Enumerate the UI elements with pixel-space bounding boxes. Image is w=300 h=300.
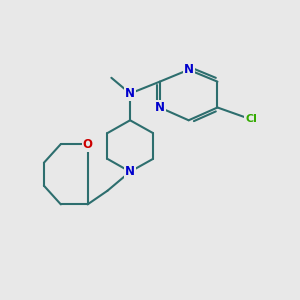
- Text: N: N: [155, 101, 165, 114]
- Text: N: N: [184, 63, 194, 76]
- Text: Cl: Cl: [245, 114, 257, 124]
- Text: N: N: [125, 165, 135, 178]
- Text: O: O: [82, 138, 93, 151]
- Text: N: N: [125, 87, 135, 100]
